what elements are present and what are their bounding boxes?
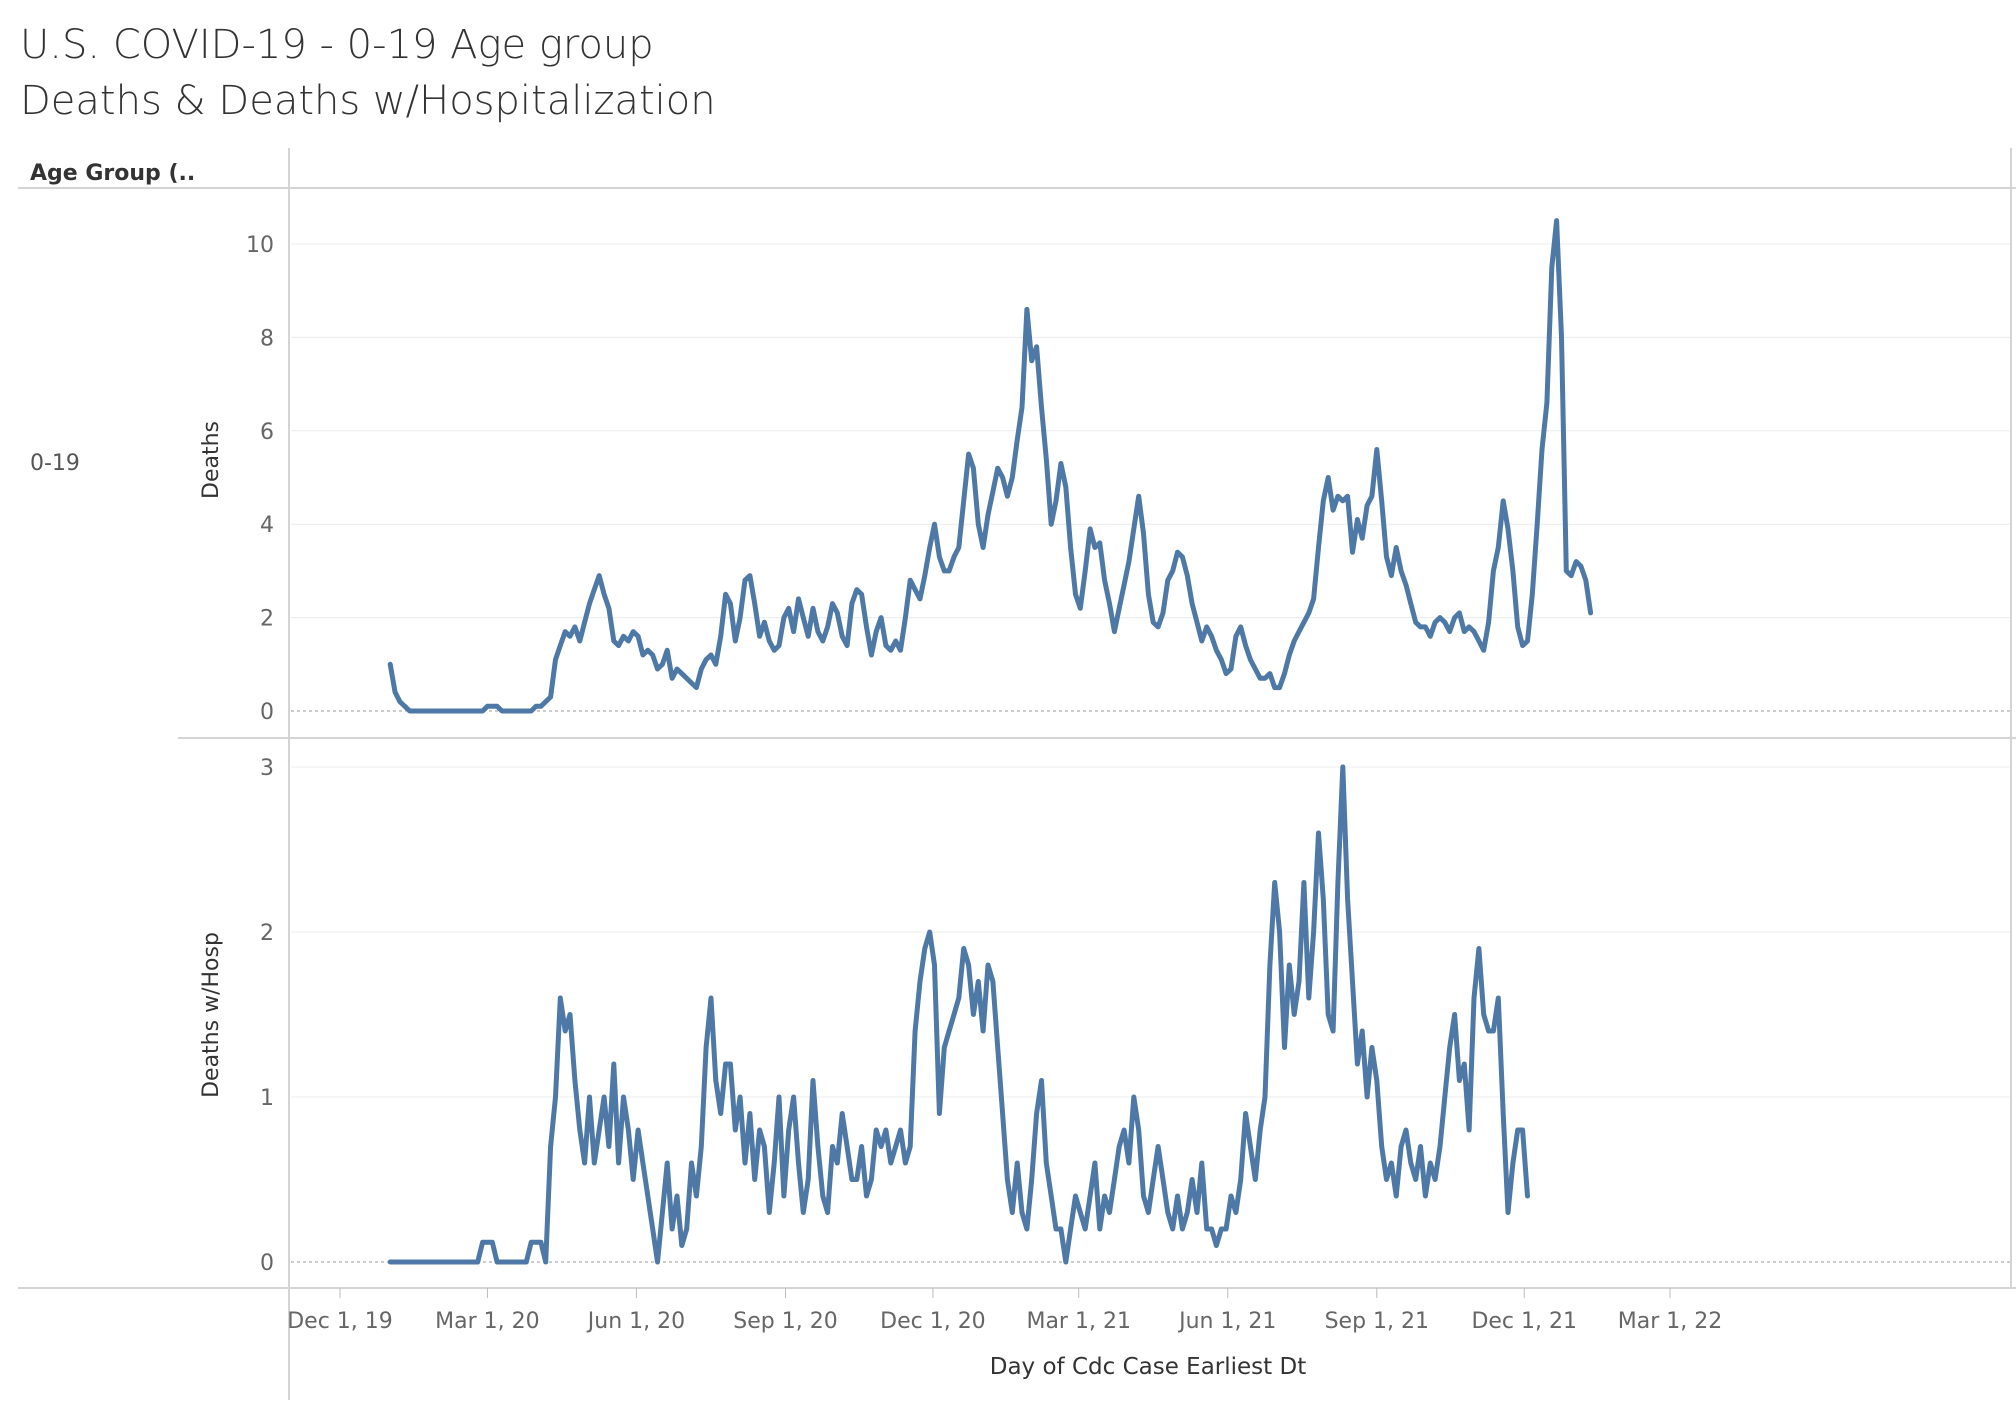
x-axis: Dec 1, 19 Mar 1, 20 Jun 1, 20 Sep 1, 20 Dec … [287, 1288, 1722, 1334]
x-tick-label: Jun 1, 20 [586, 1309, 685, 1334]
y-tick-label: 6 [260, 420, 274, 445]
x-axis-title: Day of Cdc Case Earliest Dt [990, 1354, 1306, 1380]
y-tick-label: 0 [260, 1251, 274, 1276]
chart-title: U.S. COVID-19 - 0-19 Age group [20, 22, 654, 68]
y-tick-label: 1 [260, 1086, 274, 1111]
y-tick-label: 3 [260, 756, 274, 781]
series-line [387, 218, 1594, 714]
row-header: Age Group (.. [30, 161, 195, 186]
y-tick-label: 4 [260, 513, 274, 538]
y-axis-title-deaths: Deaths [199, 421, 224, 499]
y-tick-label: 2 [260, 921, 274, 946]
y-tick-label: 2 [260, 607, 274, 632]
x-tick-label: Dec 1, 19 [287, 1309, 393, 1334]
x-tick-label: Jun 1, 21 [1177, 1309, 1276, 1334]
chart-subtitle: Deaths & Deaths w/Hospitalization [20, 78, 716, 124]
x-tick-label: Mar 1, 21 [1026, 1309, 1130, 1334]
x-tick-label: Sep 1, 21 [1325, 1309, 1429, 1334]
deaths-pane: 0 2 4 6 8 10 [246, 218, 2010, 725]
y-tick-label: 0 [260, 700, 274, 725]
y-axis-title-deaths-hosp: Deaths w/Hosp [199, 932, 224, 1098]
y-tick-label: 8 [260, 326, 274, 351]
row-label: 0-19 [30, 451, 80, 476]
deaths-hosp-pane: 0 1 2 3 [260, 756, 2010, 1276]
series-line [387, 764, 1530, 1265]
y-tick-label: 10 [246, 233, 274, 258]
x-tick-label: Dec 1, 21 [1471, 1309, 1577, 1334]
x-tick-label: Mar 1, 20 [435, 1309, 539, 1334]
x-tick-label: Dec 1, 20 [880, 1309, 986, 1334]
x-tick-label: Mar 1, 22 [1618, 1309, 1722, 1334]
x-tick-label: Sep 1, 20 [733, 1309, 837, 1334]
